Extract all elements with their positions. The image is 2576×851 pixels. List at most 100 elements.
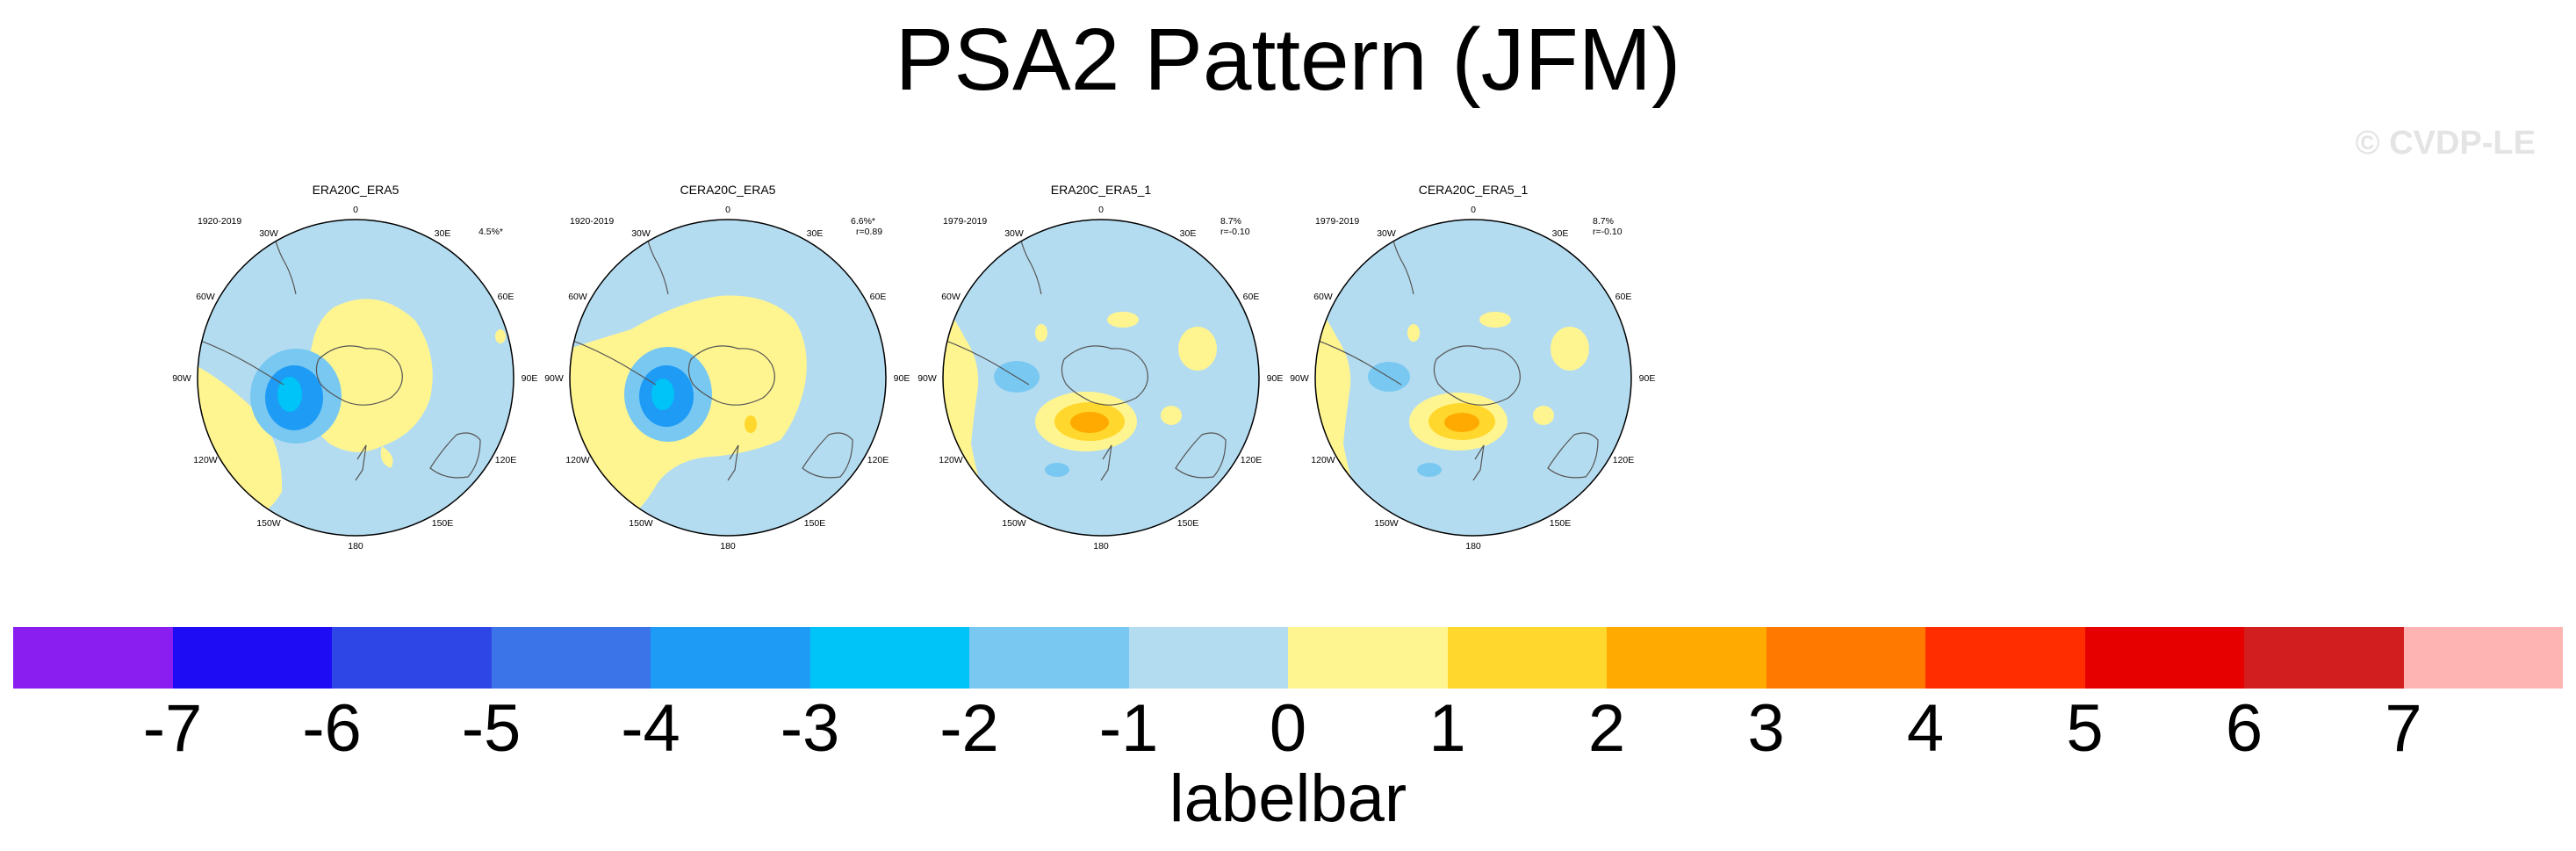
colorbar-tick-label: -4 [621, 691, 680, 766]
lon-label-150w: 150W [1374, 518, 1399, 529]
colorbar-tick-label: 6 [2225, 691, 2263, 766]
colorbar-swatch [651, 627, 810, 689]
panel-title: CERA20C_ERA5 [680, 183, 776, 197]
colorbar-swatch [13, 627, 173, 689]
lon-label-180: 180 [1465, 541, 1481, 552]
longitude-labels: 0 30E 60E 90E 120E 150E 180 150W 120W 90… [917, 205, 1283, 552]
lon-label-120e: 120E [1241, 455, 1263, 465]
lon-label-60w: 60W [568, 292, 587, 302]
lon-label-120w: 120W [565, 455, 590, 465]
lon-label-0: 0 [353, 205, 358, 215]
colorbar-tick-label: -5 [461, 691, 522, 766]
colorbar-tick-label: -6 [302, 691, 362, 766]
colorbar [13, 627, 2563, 689]
panel-title: ERA20C_ERA5 [313, 183, 399, 197]
colorbar-tick-label: -1 [1098, 691, 1159, 766]
colorbar-tick-label: 2 [1587, 691, 1626, 766]
watermark: © CVDP-LE [2355, 125, 2536, 162]
panel-title: CERA20C_ERA5_1 [1419, 183, 1529, 197]
lon-label-30w: 30W [1004, 228, 1024, 239]
lon-label-150w: 150W [629, 518, 653, 529]
polar-map-3: 0 30E 60E 90E 120E 150E 180 150W 120W 90… [917, 183, 1283, 552]
lon-label-120e: 120E [1613, 455, 1635, 465]
map-panel-3: 0 30E 60E 90E 120E 150E 180 150W 120W 90… [917, 180, 1285, 566]
lon-label-120w: 120W [193, 455, 218, 465]
colorbar-tick-label: 4 [1906, 691, 1945, 766]
lon-label-90e: 90E [522, 373, 538, 384]
lon-label-60e: 60E [1615, 292, 1632, 302]
panel-correlation: r=-0.10 [1220, 227, 1250, 237]
colorbar-swatch [1607, 627, 1767, 689]
panel-correlation: r=0.89 [856, 227, 882, 237]
colorbar-swatch [2244, 627, 2404, 689]
lon-label-30w: 30W [259, 228, 278, 239]
lon-label-30e: 30E [807, 228, 824, 239]
lon-label-90e: 90E [1639, 373, 1656, 384]
colorbar-tick-label: -3 [780, 691, 840, 766]
lon-label-30w: 30W [631, 228, 651, 239]
panel-title: ERA20C_ERA5_1 [1051, 183, 1152, 197]
colorbar-tick-label: 3 [1747, 691, 1785, 766]
lon-label-60w: 60W [1313, 292, 1333, 302]
panel-variance: 4.5%* [479, 227, 503, 237]
lon-label-120w: 120W [939, 455, 963, 465]
lon-label-0: 0 [1471, 205, 1476, 215]
panel-variance: 6.6%* [851, 216, 875, 227]
colorbar-tick-label: 0 [1269, 691, 1307, 766]
colorbar-tick-label: 1 [1428, 691, 1466, 766]
colorbar-swatch [1288, 627, 1448, 689]
colorbar-tick-label: 7 [2385, 691, 2422, 766]
panel-variance: 8.7% [1220, 216, 1241, 227]
map-panel-4: 0 30E 60E 90E 120E 150E 180 150W 120W 90… [1289, 180, 1658, 566]
colorbar-swatch [809, 627, 969, 689]
lon-label-0: 0 [725, 205, 730, 215]
colorbar-swatch [2403, 627, 2563, 689]
lon-label-30e: 30E [1180, 228, 1197, 239]
lon-label-180: 180 [1093, 541, 1109, 552]
lon-label-150e: 150E [432, 518, 454, 529]
lon-label-150e: 150E [1177, 518, 1199, 529]
colorbar-swatch [2084, 627, 2244, 689]
colorbar-tick-label: -2 [939, 691, 999, 766]
colorbar-swatch [491, 627, 651, 689]
lon-label-30w: 30W [1377, 228, 1396, 239]
lon-label-90e: 90E [894, 373, 910, 384]
lon-label-60w: 60W [941, 292, 961, 302]
lon-label-0: 0 [1098, 205, 1104, 215]
longitude-labels: 0 30E 60E 90E 120E 150E 180 150W 120W 90… [172, 205, 537, 552]
lon-label-90w: 90W [917, 373, 937, 384]
lon-label-180: 180 [720, 541, 736, 552]
polar-map-4: 0 30E 60E 90E 120E 150E 180 150W 120W 90… [1290, 183, 1655, 552]
lon-label-60e: 60E [498, 292, 514, 302]
colorbar-swatch [969, 627, 1129, 689]
lon-label-90w: 90W [1290, 373, 1309, 384]
colorbar-tick-label: 5 [2066, 691, 2104, 766]
figure-title: PSA2 Pattern (JFM) [895, 11, 1681, 109]
map-panel-1: 0 30E 60E 90E 120E 150E 180 150W 120W 90… [171, 180, 540, 566]
colorbar-title: labelbar [1169, 761, 1407, 836]
lon-label-60w: 60W [196, 292, 215, 302]
colorbar-swatch [172, 627, 332, 689]
polar-map-1: 0 30E 60E 90E 120E 150E 180 150W 120W 90… [172, 183, 537, 552]
lon-label-60e: 60E [870, 292, 887, 302]
panel-correlation: r=-0.10 [1593, 227, 1623, 237]
lon-label-120w: 120W [1311, 455, 1335, 465]
colorbar-swatch [332, 627, 492, 689]
polar-map-2: 0 30E 60E 90E 120E 150E 180 150W 120W 90… [544, 183, 910, 552]
lon-label-120e: 120E [867, 455, 889, 465]
lon-label-150w: 150W [1002, 518, 1026, 529]
longitude-labels: 0 30E 60E 90E 120E 150E 180 150W 120W 90… [1290, 205, 1655, 552]
lon-label-150e: 150E [804, 518, 826, 529]
lon-label-90e: 90E [1267, 373, 1284, 384]
colorbar-swatch [1128, 627, 1288, 689]
lon-label-180: 180 [348, 541, 363, 552]
lon-label-120e: 120E [495, 455, 517, 465]
panel-period: 1920-2019 [570, 216, 614, 227]
colorbar-swatch [1447, 627, 1607, 689]
colorbar-swatch [1766, 627, 1925, 689]
map-panel-2: 0 30E 60E 90E 120E 150E 180 150W 120W 90… [543, 180, 912, 566]
longitude-labels: 0 30E 60E 90E 120E 150E 180 150W 120W 90… [544, 205, 910, 552]
lon-label-90w: 90W [172, 373, 191, 384]
lon-label-60e: 60E [1243, 292, 1260, 302]
panel-period: 1979-2019 [1315, 216, 1359, 227]
